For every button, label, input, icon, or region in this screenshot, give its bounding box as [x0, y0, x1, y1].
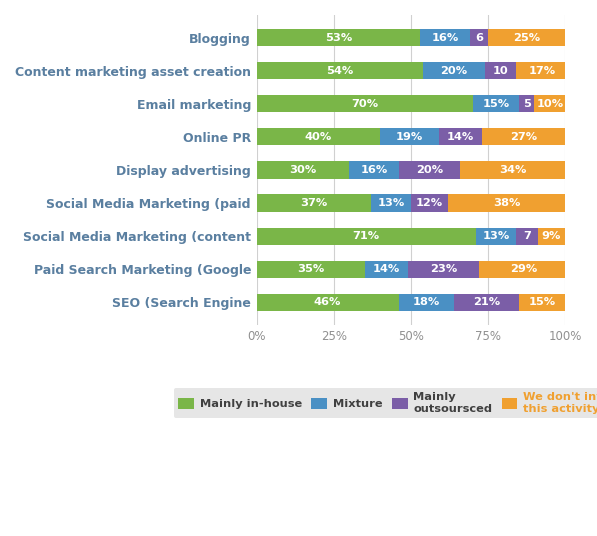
Text: 30%: 30%: [289, 165, 316, 175]
Bar: [488, 29, 565, 46]
Legend: Mainly in-house, Mixture, Mainly
outsoursced, We don't invest in
this activity o: Mainly in-house, Mixture, Mainly outsour…: [174, 388, 597, 419]
Text: 19%: 19%: [396, 132, 423, 142]
Bar: [365, 260, 408, 278]
Bar: [399, 161, 460, 178]
Bar: [519, 294, 565, 311]
Bar: [257, 62, 423, 79]
Bar: [408, 260, 479, 278]
Bar: [519, 95, 534, 113]
Bar: [257, 29, 420, 46]
Text: 37%: 37%: [300, 198, 327, 208]
Bar: [257, 260, 365, 278]
Text: 10: 10: [493, 66, 509, 76]
Text: 12%: 12%: [416, 198, 443, 208]
Bar: [482, 128, 565, 145]
Bar: [349, 161, 399, 178]
Bar: [257, 161, 349, 178]
Text: 10%: 10%: [536, 99, 564, 109]
Text: 16%: 16%: [360, 165, 387, 175]
Bar: [423, 62, 485, 79]
Bar: [516, 62, 568, 79]
Bar: [473, 95, 519, 113]
Bar: [257, 195, 371, 212]
Text: 13%: 13%: [377, 198, 405, 208]
Text: 35%: 35%: [297, 264, 324, 274]
Bar: [399, 294, 454, 311]
Bar: [380, 128, 439, 145]
Text: 13%: 13%: [482, 231, 509, 241]
Text: 17%: 17%: [528, 66, 556, 76]
Text: 7: 7: [523, 231, 531, 241]
Text: 20%: 20%: [441, 66, 467, 76]
Text: 38%: 38%: [493, 198, 521, 208]
Text: 53%: 53%: [325, 33, 352, 43]
Text: 70%: 70%: [351, 99, 378, 109]
Text: 21%: 21%: [473, 297, 500, 307]
Text: 34%: 34%: [499, 165, 527, 175]
Bar: [460, 161, 565, 178]
Bar: [470, 29, 488, 46]
Text: 15%: 15%: [528, 297, 556, 307]
Text: 14%: 14%: [447, 132, 474, 142]
Bar: [257, 128, 380, 145]
Text: 71%: 71%: [353, 231, 380, 241]
Text: 16%: 16%: [431, 33, 458, 43]
Bar: [537, 227, 565, 245]
Bar: [448, 195, 565, 212]
Bar: [257, 294, 399, 311]
Bar: [257, 95, 473, 113]
Text: 5: 5: [523, 99, 531, 109]
Bar: [454, 294, 519, 311]
Text: 27%: 27%: [510, 132, 537, 142]
Text: 54%: 54%: [327, 66, 353, 76]
Text: 6: 6: [475, 33, 483, 43]
Text: 15%: 15%: [482, 99, 509, 109]
Bar: [439, 128, 482, 145]
Bar: [534, 95, 565, 113]
Text: 14%: 14%: [373, 264, 400, 274]
Text: 20%: 20%: [416, 165, 443, 175]
Bar: [257, 227, 476, 245]
Text: 18%: 18%: [413, 297, 440, 307]
Bar: [516, 227, 537, 245]
Text: 25%: 25%: [513, 33, 540, 43]
Bar: [485, 62, 516, 79]
Text: 9%: 9%: [541, 231, 561, 241]
Bar: [411, 195, 448, 212]
Bar: [479, 260, 568, 278]
Bar: [371, 195, 411, 212]
Bar: [420, 29, 470, 46]
Text: 23%: 23%: [430, 264, 457, 274]
Bar: [476, 227, 516, 245]
Text: 40%: 40%: [304, 132, 332, 142]
Text: 46%: 46%: [314, 297, 341, 307]
Text: 29%: 29%: [510, 264, 537, 274]
